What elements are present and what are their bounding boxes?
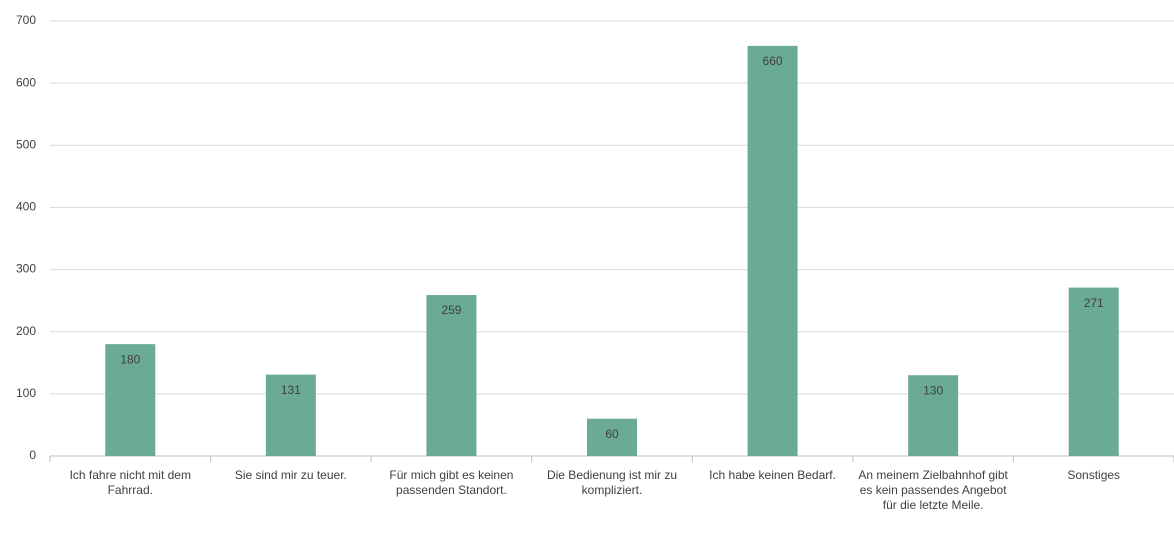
x-tick-label: Für mich gibt es keinen passenden Stando… (389, 468, 514, 497)
y-tick-label: 300 (16, 262, 36, 276)
bar (908, 375, 959, 456)
x-tick-label: Sie sind mir zu teuer. (234, 468, 347, 482)
data-label: 130 (923, 383, 943, 397)
y-tick-label: 400 (16, 200, 36, 214)
bar (747, 45, 798, 456)
data-label: 259 (441, 303, 461, 317)
data-label: 660 (763, 54, 783, 68)
y-tick-label: 200 (16, 324, 36, 338)
x-tick-label: An meinem Zielbahnhof gibt es kein passe… (858, 468, 1008, 512)
bar (265, 374, 316, 456)
data-label: 60 (605, 427, 619, 441)
x-tick-label: Sonstiges (1067, 468, 1121, 482)
bar (1068, 287, 1119, 456)
data-label: 180 (120, 352, 140, 366)
data-label: 271 (1084, 296, 1104, 310)
bar (426, 295, 477, 456)
y-tick-label: 0 (29, 448, 36, 462)
x-tick-label: Ich habe keinen Bedarf. (709, 468, 836, 482)
y-tick-label: 700 (16, 13, 36, 27)
y-tick-label: 500 (16, 137, 36, 151)
x-tick-label: Die Bedienung ist mir zu kompliziert. (546, 468, 678, 497)
bar (587, 418, 637, 456)
y-tick-label: 600 (16, 75, 36, 89)
x-tick-label: Ich fahre nicht mit dem Fahrrad. (69, 468, 191, 497)
bar (105, 344, 156, 456)
y-tick-label: 100 (16, 386, 36, 400)
data-label: 131 (281, 383, 301, 397)
